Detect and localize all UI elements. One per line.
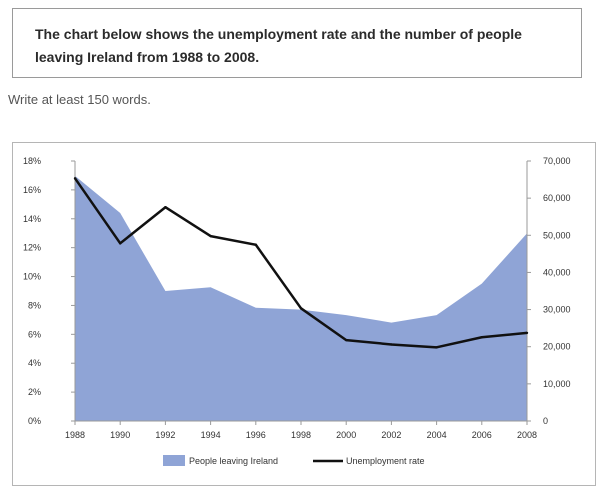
left-tick-label: 16%: [23, 185, 41, 195]
x-tick-label: 1994: [201, 430, 221, 440]
axes-layer: [71, 160, 531, 425]
x-tick-label: 2008: [517, 430, 537, 440]
right-tick-label: 70,000: [543, 156, 571, 166]
left-tick-label: 2%: [28, 387, 41, 397]
x-tick-label: 2002: [381, 430, 401, 440]
combo-chart: 0% 2% 4% 6% 8% 10% 12% 14% 16% 18% 0 10,000 20,000 30…: [23, 156, 571, 466]
left-tick-label: 12%: [23, 243, 41, 253]
line-point-2000: [345, 338, 348, 342]
line-layer: [73, 177, 529, 349]
line-point-2006: [480, 336, 483, 339]
area-layer: [74, 175, 528, 421]
legend-label-line: Unemployment rate: [346, 456, 425, 466]
area-series-people-leaving: [75, 175, 527, 421]
task-prompt-box: The chart below shows the unemployment r…: [12, 8, 582, 78]
x-tick-label: 1998: [291, 430, 311, 440]
left-tick-label: 14%: [23, 214, 41, 224]
label-layer: 0% 2% 4% 6% 8% 10% 12% 14% 16% 18% 0 10,000 20,000 30…: [23, 156, 571, 440]
line-point-1990: [119, 242, 122, 245]
line-point-2004: [435, 346, 438, 349]
task-prompt: The chart below shows the unemployment r…: [35, 26, 522, 65]
line-point-1992: [164, 206, 167, 209]
right-tick-label: 20,000: [543, 342, 571, 352]
left-tick-label: 8%: [28, 300, 41, 310]
x-tick-label: 2000: [336, 430, 356, 440]
left-tick-label: 4%: [28, 358, 41, 368]
chart-container: 0% 2% 4% 6% 8% 10% 12% 14% 16% 18% 0 10,000 20,000 30…: [12, 142, 596, 486]
right-tick-label: 60,000: [543, 193, 571, 203]
right-tick-label: 0: [543, 416, 548, 426]
x-tick-label: 1992: [155, 430, 175, 440]
left-tick-label: 18%: [23, 156, 41, 166]
line-point-1998: [299, 307, 303, 310]
right-tick-label: 10,000: [543, 379, 571, 389]
legend-swatch-area: [163, 455, 185, 466]
line-point-1988: [73, 177, 77, 180]
x-tick-label: 2004: [427, 430, 447, 440]
left-tick-label: 6%: [28, 329, 41, 339]
x-tick-label: 1996: [246, 430, 266, 440]
x-tick-label: 2006: [472, 430, 492, 440]
x-tick-label: 1988: [65, 430, 85, 440]
right-tick-label: 50,000: [543, 230, 571, 240]
legend: People leaving Ireland Unemployment rate: [163, 455, 425, 466]
x-tick-label: 1990: [110, 430, 130, 440]
legend-label-area: People leaving Ireland: [189, 456, 278, 466]
line-point-1994: [209, 234, 212, 238]
right-tick-label: 30,000: [543, 305, 571, 315]
line-point-2002: [390, 343, 393, 346]
line-point-2008: [525, 331, 529, 335]
word-count-instruction: Write at least 150 words.: [8, 92, 151, 107]
left-tick-label: 10%: [23, 272, 41, 282]
right-tick-label: 40,000: [543, 267, 571, 277]
left-tick-label: 0%: [28, 416, 41, 426]
line-point-1996: [254, 243, 257, 246]
